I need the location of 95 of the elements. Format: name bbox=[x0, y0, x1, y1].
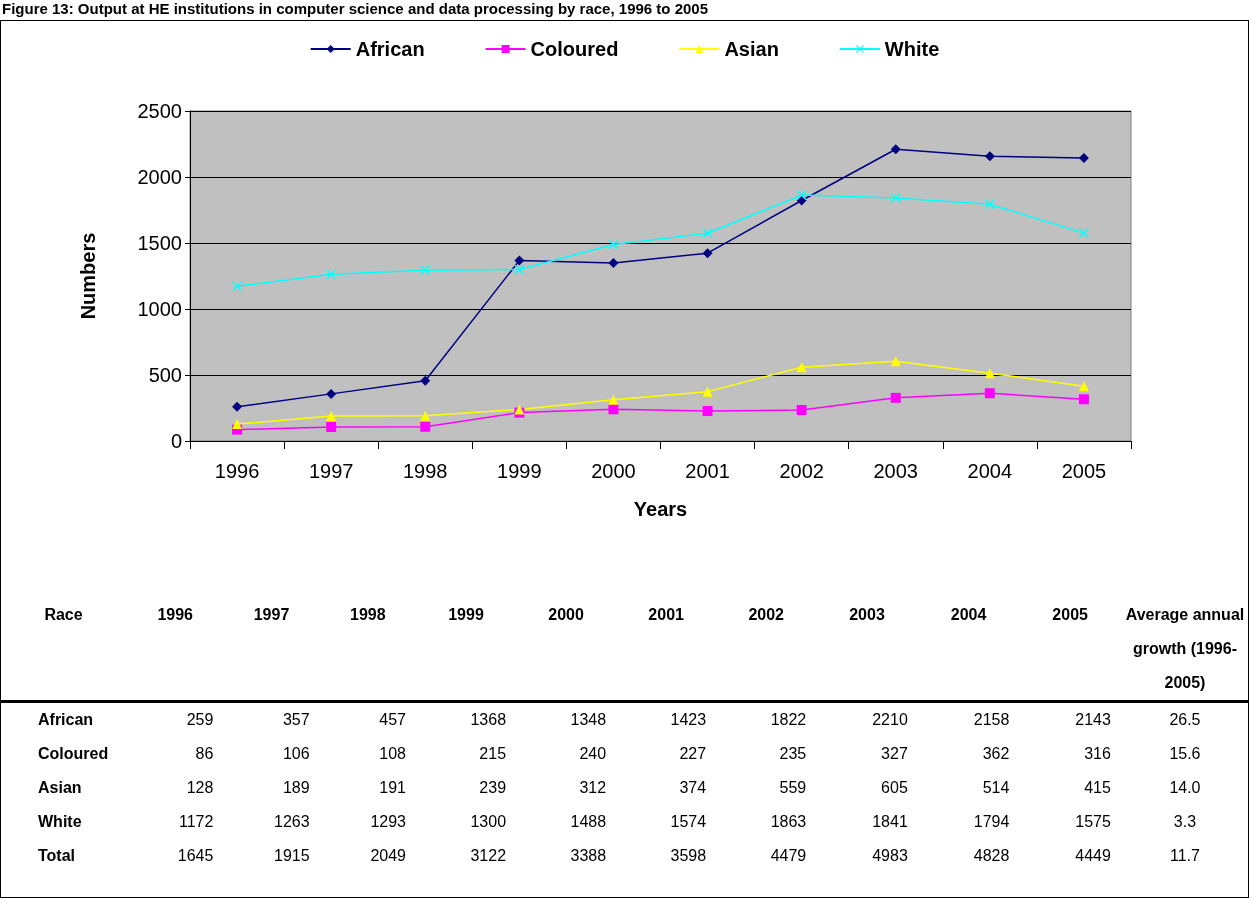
category-label: 1998 bbox=[350, 606, 386, 623]
data-label: 240 bbox=[578, 744, 608, 764]
category-label: 2003 bbox=[849, 606, 885, 623]
data-label: 215 bbox=[478, 744, 508, 764]
data-label: 362 bbox=[981, 744, 1011, 764]
data-label: 106 bbox=[281, 744, 311, 764]
y-axis-title: Numbers bbox=[77, 232, 99, 320]
category-label: 1996 bbox=[157, 606, 193, 623]
data-label: 108 bbox=[378, 744, 407, 764]
y-tick-label: 500 bbox=[148, 364, 182, 386]
text: 3122 bbox=[470, 847, 507, 864]
data-label: 1863 bbox=[769, 812, 808, 832]
x-tick-label: 2002 bbox=[779, 460, 824, 482]
category-label: 2004 bbox=[950, 606, 987, 623]
x-tick-label: 2003 bbox=[873, 460, 918, 482]
x-tick-label: 2004 bbox=[967, 460, 1013, 482]
data-label: 312 bbox=[578, 778, 608, 798]
legend-label: White bbox=[884, 38, 940, 60]
x-tick-label: 1999 bbox=[497, 460, 542, 482]
y-tick-label: 2000 bbox=[137, 166, 182, 188]
x-tick-label: 2005 bbox=[1061, 460, 1107, 482]
data-label: 1172 bbox=[177, 812, 215, 832]
data-label: 1348 bbox=[569, 710, 608, 730]
x-tick-label: 1997 bbox=[308, 460, 354, 482]
data-label: 1574 bbox=[669, 812, 708, 832]
x-axis-title: Years bbox=[633, 498, 688, 520]
category-label: 1997 bbox=[253, 606, 290, 623]
y-tick-label: 1500 bbox=[137, 232, 182, 254]
data-label: 559 bbox=[778, 778, 808, 798]
category-label: 2001 bbox=[648, 606, 684, 623]
text: Average annual growth (1996-2005) bbox=[1124, 605, 1246, 693]
text: 3388 bbox=[570, 847, 607, 864]
data-label: 2158 bbox=[972, 710, 1011, 730]
text: 14.0 bbox=[1168, 778, 1202, 798]
category-label: 1999 bbox=[448, 606, 484, 623]
text: 15.6 bbox=[1168, 744, 1202, 764]
data-label: 374 bbox=[678, 778, 708, 798]
y-tick-label: 1000 bbox=[137, 298, 182, 320]
text: 11.7 bbox=[1168, 846, 1201, 866]
data-label: 1488 bbox=[569, 812, 608, 832]
data-label: 86 bbox=[194, 744, 215, 764]
y-tick-label: 0 bbox=[170, 430, 182, 452]
text: 3598 bbox=[670, 847, 707, 864]
text: 26.5 bbox=[1168, 710, 1202, 730]
chart-title: Figure 13: Output at HE institutions in computer science and data processing by race, 1996 to 2005 bbox=[2, 0, 709, 17]
category-label: 2005 bbox=[1052, 606, 1088, 623]
text: African bbox=[38, 711, 94, 728]
x-tick-label: 1998 bbox=[403, 460, 448, 482]
data-label: 316 bbox=[1083, 744, 1112, 764]
x-tick-label: 1996 bbox=[214, 460, 260, 482]
text: 2049 bbox=[370, 847, 406, 864]
data-label: 2143 bbox=[1074, 710, 1112, 730]
text: 1645 bbox=[177, 847, 214, 864]
data-label: 191 bbox=[378, 778, 407, 798]
data-label: 1822 bbox=[769, 710, 808, 730]
data-label: 1263 bbox=[273, 812, 311, 832]
text: 1915 bbox=[274, 847, 310, 864]
x-tick-label: 2000 bbox=[591, 460, 636, 482]
y-tick-label: 2500 bbox=[137, 100, 182, 122]
text: Total bbox=[37, 846, 77, 866]
legend-label: African bbox=[355, 38, 425, 60]
data-label: 415 bbox=[1083, 778, 1112, 798]
data-label: 605 bbox=[880, 778, 909, 798]
data-label: 1300 bbox=[469, 812, 508, 832]
data-label: 259 bbox=[185, 710, 215, 730]
text: 3.3 bbox=[1172, 812, 1198, 832]
data-label: 357 bbox=[281, 710, 311, 730]
data-label: 239 bbox=[478, 778, 508, 798]
data-label: 235 bbox=[778, 744, 808, 764]
data-label: 514 bbox=[981, 778, 1011, 798]
data-label: 2210 bbox=[871, 710, 909, 730]
data-label: 1794 bbox=[972, 812, 1011, 832]
legend-label: Asian bbox=[724, 38, 779, 60]
data-label: 1368 bbox=[469, 710, 508, 730]
data-label: 128 bbox=[185, 778, 215, 798]
text: 4828 bbox=[973, 847, 1010, 864]
legend-label: Coloured bbox=[530, 38, 619, 60]
text: Race bbox=[43, 605, 84, 625]
text: Asian bbox=[38, 779, 82, 796]
x-tick-label: 2001 bbox=[685, 460, 730, 482]
data-label: 189 bbox=[281, 778, 311, 798]
data-label: 1293 bbox=[369, 812, 407, 832]
text: 4479 bbox=[770, 847, 807, 864]
text: Coloured bbox=[38, 745, 109, 762]
category-label: 2002 bbox=[748, 606, 784, 623]
data-label: 1575 bbox=[1074, 812, 1112, 832]
text: 4983 bbox=[872, 847, 908, 864]
data-label: 457 bbox=[378, 710, 407, 730]
data-label: 227 bbox=[678, 744, 708, 764]
data-label: 327 bbox=[880, 744, 909, 764]
category-label: 2000 bbox=[548, 606, 584, 623]
text: 4449 bbox=[1075, 847, 1111, 864]
data-label: 1841 bbox=[871, 812, 909, 832]
data-label: 1423 bbox=[669, 710, 708, 730]
text: White bbox=[38, 813, 82, 830]
